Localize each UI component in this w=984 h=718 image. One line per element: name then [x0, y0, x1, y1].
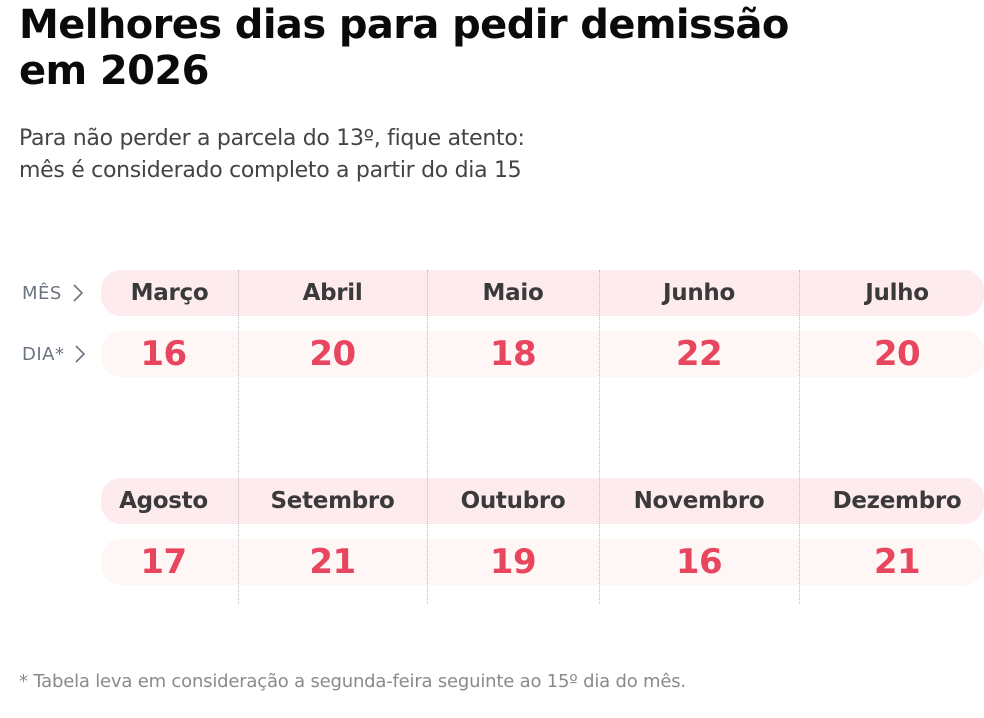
month-cell: Novembro — [633, 488, 765, 514]
day-cell: 20 — [309, 334, 356, 374]
column-divider — [599, 270, 600, 604]
day-row-background-2 — [101, 539, 984, 585]
day-cell: 21 — [873, 542, 921, 582]
month-row-background-1 — [101, 270, 984, 316]
month-cell: Junho — [663, 280, 735, 306]
month-cell: Setembro — [270, 488, 395, 514]
subtitle-line-2: mês é considerado completo a partir do d… — [19, 158, 522, 183]
title-line-1: Melhores dias para pedir demissão — [19, 2, 789, 48]
month-cell: Outubro — [460, 488, 566, 514]
page-title: Melhores dias para pedir demissão em 202… — [19, 2, 919, 94]
month-cell: Julho — [865, 280, 929, 306]
row-label-day-text: DIA* — [22, 343, 65, 365]
month-row-background-2 — [101, 478, 984, 524]
row-label-day: DIA* — [22, 331, 87, 377]
row-label-month-text: MÊS — [22, 282, 62, 304]
month-cell: Dezembro — [832, 488, 962, 514]
subtitle-line-1: Para não perder a parcela do 13º, fique … — [19, 126, 525, 151]
day-cell: 18 — [489, 334, 537, 374]
month-cell: Abril — [302, 280, 363, 306]
footnote: * Tabela leva em consideração a segunda-… — [19, 671, 686, 692]
day-cell: 17 — [140, 542, 187, 582]
month-cell: Março — [130, 280, 209, 306]
column-divider — [427, 270, 428, 604]
day-row-background-1 — [101, 331, 984, 377]
row-label-month: MÊS — [22, 270, 85, 316]
day-cell: 21 — [309, 542, 356, 582]
day-cell: 16 — [675, 542, 723, 582]
month-cell: Maio — [482, 280, 544, 306]
day-cell: 22 — [675, 334, 723, 374]
subtitle: Para não perder a parcela do 13º, fique … — [19, 123, 919, 187]
day-cell: 19 — [489, 542, 537, 582]
chevron-right-icon — [73, 284, 83, 302]
column-divider — [799, 270, 800, 604]
title-line-2: em 2026 — [19, 48, 209, 94]
day-cell: 20 — [873, 334, 921, 374]
day-cell: 16 — [140, 334, 187, 374]
chevron-right-icon — [75, 345, 86, 363]
column-divider — [238, 270, 239, 604]
month-cell: Agosto — [119, 488, 208, 514]
